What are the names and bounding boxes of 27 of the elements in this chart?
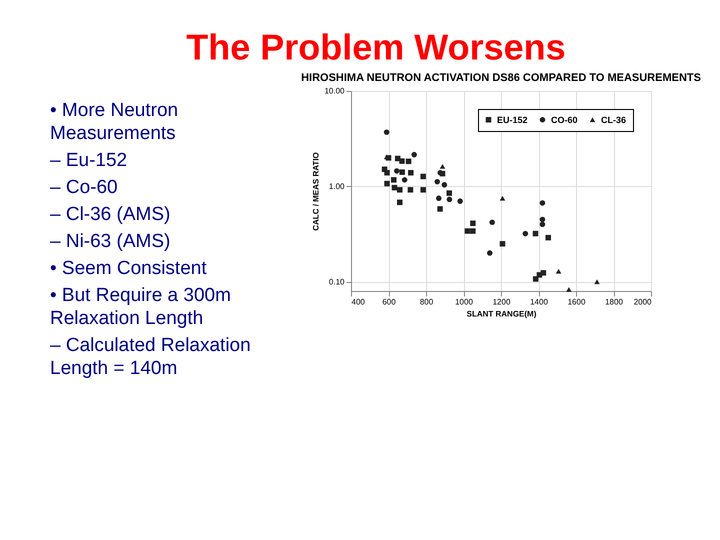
text: – Calculated Relaxation Length = 140m <box>50 335 251 379</box>
x-tick-label: 1600 <box>568 298 586 306</box>
legend-label: CL-36 <box>601 114 626 125</box>
y-tick-label: 1.00 <box>328 182 346 191</box>
x-tick-label: 2000 <box>634 298 652 306</box>
x-tick-label: 1400 <box>530 298 548 306</box>
legend-label: EU-152 <box>497 114 528 125</box>
x-tick-label: 400 <box>352 298 366 306</box>
text: – Ni-63 (AMS) <box>50 231 170 252</box>
chart-title: The Problem Worsens <box>186 26 566 68</box>
x-tick-label: 1800 <box>605 298 624 306</box>
chart-subtitle: HIROSHIMA NEUTRON ACTIVATION DS86 COMPARED TO MEASUREMENTS <box>301 72 701 84</box>
text: – Eu-152 <box>50 150 128 171</box>
legend-label: CO-60 <box>551 114 578 125</box>
text: • Seem Consistent <box>50 258 208 279</box>
y-tick-label: 10.00 <box>324 86 346 96</box>
text: • But Require a 300m Relaxation Length <box>50 285 231 329</box>
y-axis-title: CALC / MEAS RATIO <box>311 152 320 231</box>
x-tick-label: 600 <box>382 298 396 306</box>
y-tick-label: 0.10 <box>328 277 346 286</box>
text: – Co-60 <box>50 177 118 198</box>
x-axis-title: SLANT RANGE(M) <box>466 310 537 318</box>
x-tick-label: 1000 <box>455 298 474 306</box>
x-tick-label: 800 <box>420 298 434 306</box>
text: – Cl-36 (AMS) <box>50 204 170 225</box>
x-tick-label: 1200 <box>492 298 511 306</box>
text: • More Neutron Measurements <box>50 100 178 144</box>
